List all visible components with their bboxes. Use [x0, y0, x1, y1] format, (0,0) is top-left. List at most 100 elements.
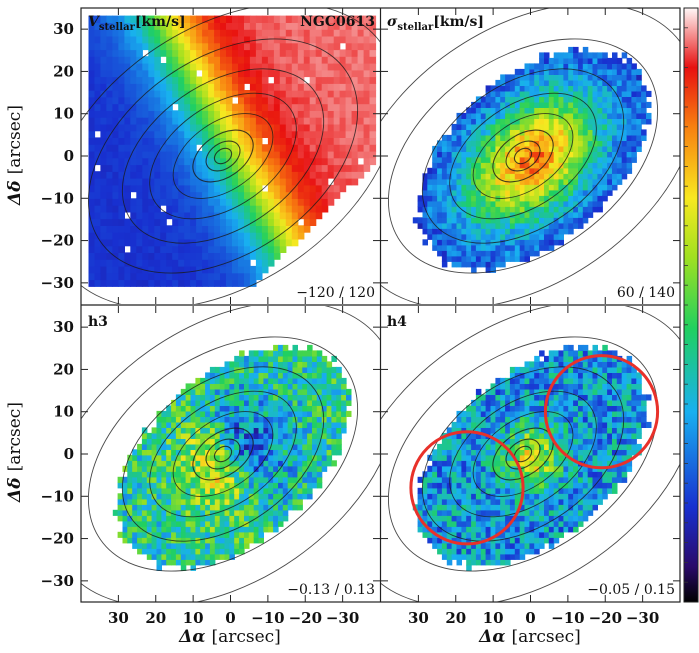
map-pixel — [234, 399, 240, 406]
map-pixel — [553, 200, 560, 207]
map-pixel — [327, 137, 335, 145]
map-pixel — [333, 103, 341, 111]
map-pixel — [137, 471, 143, 478]
map-pixel — [185, 520, 192, 527]
map-pixel — [171, 504, 177, 511]
map-pixel — [232, 63, 239, 71]
map-pixel — [141, 438, 148, 445]
map-pixel — [315, 110, 323, 118]
map-pixel — [475, 200, 482, 207]
map-pixel — [124, 56, 131, 64]
map-pixel — [302, 394, 308, 401]
map-pixel — [208, 63, 215, 71]
map-pixel — [514, 228, 521, 235]
map-pixel — [558, 189, 564, 196]
map-pixel — [357, 42, 365, 51]
map-pixel — [122, 487, 128, 494]
map-pixel — [118, 49, 125, 57]
map-pixel — [456, 553, 462, 560]
map-pixel — [178, 83, 185, 91]
map-pixel — [456, 162, 462, 169]
map-pixel — [509, 509, 516, 516]
map-pixel — [185, 388, 192, 395]
map-pixel — [466, 156, 472, 163]
map-pixel — [548, 184, 555, 191]
map-pixel — [357, 137, 365, 145]
map-pixel — [573, 200, 579, 207]
map-pixel — [341, 394, 347, 401]
map-pixel — [184, 83, 191, 91]
isophote-contour — [81, 8, 380, 304]
map-pixel — [495, 460, 501, 467]
map-pixel — [195, 471, 201, 478]
map-pixel — [185, 394, 192, 401]
map-pixel — [490, 151, 496, 158]
map-pixel — [509, 140, 516, 147]
map-pixel — [441, 449, 448, 456]
map-pixel — [490, 123, 496, 130]
map-pixel — [297, 137, 305, 145]
map-pixel — [563, 184, 569, 191]
map-pixel — [202, 42, 209, 51]
map-pixel — [505, 250, 511, 257]
map-pixel — [148, 238, 155, 247]
map-pixel — [287, 399, 294, 406]
map-pixel — [446, 559, 453, 566]
map-pixel — [524, 200, 530, 207]
map-pixel — [232, 150, 239, 159]
map-pixel — [451, 526, 458, 533]
map-pixel — [112, 157, 119, 166]
map-pixel — [160, 137, 167, 145]
map-pixel — [214, 383, 221, 390]
map-pixel — [437, 156, 443, 163]
map-pixel — [490, 487, 496, 494]
map-pixel — [563, 140, 569, 147]
map-pixel — [209, 443, 216, 450]
map-pixel — [514, 90, 521, 97]
map-pixel — [267, 35, 275, 44]
map-pixel — [200, 509, 206, 516]
map-pixel — [357, 123, 365, 132]
map-pixel — [529, 151, 535, 158]
map-pixel — [315, 178, 323, 186]
map-pixel — [180, 421, 187, 428]
map-pixel — [607, 101, 613, 108]
map-pixel — [616, 118, 623, 125]
map-pixel — [524, 239, 530, 246]
map-pixel — [220, 137, 227, 145]
map-pixel — [437, 233, 443, 240]
map-pixel — [238, 22, 245, 30]
map-pixel — [166, 184, 173, 193]
map-pixel — [534, 112, 540, 119]
map-pixel — [146, 515, 153, 522]
map-pixel — [106, 137, 113, 145]
map-pixel — [267, 232, 275, 240]
map-pixel — [200, 394, 206, 401]
map-pixel — [184, 69, 191, 78]
map-pixel — [282, 465, 289, 472]
map-pixel — [490, 228, 496, 235]
map-pixel — [148, 35, 155, 44]
map-pixel — [273, 388, 279, 395]
map-pixel — [148, 56, 155, 64]
map-pixel — [509, 416, 516, 423]
map-pixel — [602, 151, 608, 158]
map-pixel — [142, 103, 149, 111]
map-pixel — [563, 173, 569, 180]
map-pixel — [175, 449, 182, 456]
map-pixel — [587, 206, 594, 213]
map-pixel — [548, 222, 555, 229]
map-pixel — [471, 548, 477, 555]
map-pixel — [226, 265, 233, 274]
map-pixel — [130, 272, 137, 281]
map-pixel — [94, 35, 102, 44]
map-pixel — [226, 184, 233, 193]
map-pixel — [175, 537, 182, 544]
map-pixel — [466, 228, 472, 235]
map-pixel — [369, 76, 377, 84]
map-pixel — [553, 222, 560, 229]
map-pixel — [224, 438, 230, 445]
map-pixel — [333, 15, 341, 23]
map-pixel — [232, 164, 239, 172]
map-pixel — [505, 90, 511, 97]
